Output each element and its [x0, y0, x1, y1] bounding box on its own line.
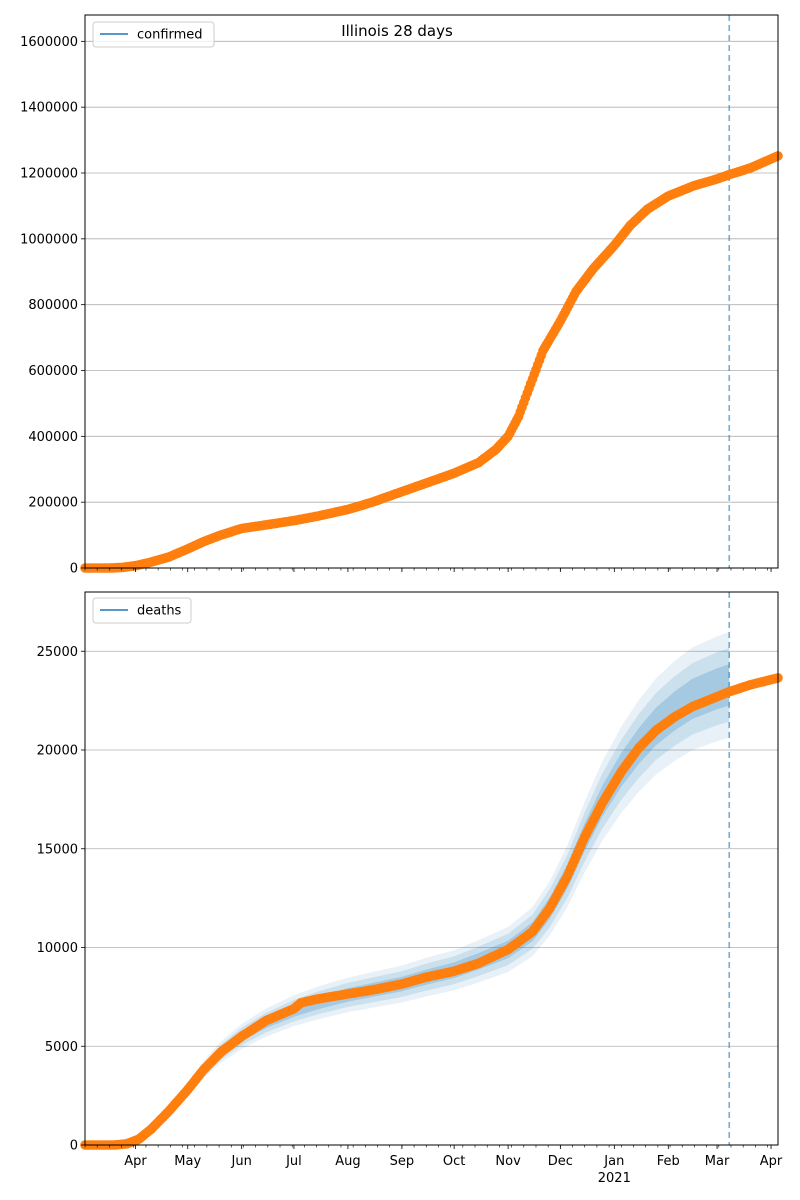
x-year-label: 2021	[598, 1171, 631, 1186]
confirmed-legend-box	[92, 21, 215, 48]
y-tick-label: 600000	[28, 364, 78, 379]
deaths-points	[80, 673, 783, 1150]
x-tick-label: Apr	[124, 1154, 147, 1169]
x-tick-label: Apr	[760, 1154, 783, 1169]
deaths-y-ticks: 0 5000 10000 15000 20000 25000	[37, 645, 85, 1154]
y-tick-label: 15000	[37, 842, 78, 857]
x-tick-label: Jun	[231, 1154, 252, 1169]
deaths-axes-frame	[84, 591, 779, 1146]
x-tick-label: Sep	[390, 1154, 415, 1169]
confirmed-axes-frame	[84, 14, 779, 569]
x-tick-label: Jan	[603, 1154, 624, 1169]
confirmed-legend: confirmed	[92, 21, 215, 48]
y-tick-label: 1600000	[20, 35, 78, 50]
deaths-x-ticks: Apr May Jun Jul Aug Sep Oct Nov Dec Jan 2021 Feb Mar…	[84, 1145, 783, 1186]
y-tick-label: 5000	[45, 1040, 78, 1055]
y-tick-label: 1000000	[20, 232, 78, 247]
chart-title: Illinois 28 days	[341, 22, 453, 40]
confidence-band	[85, 631, 730, 1145]
x-tick-label: Feb	[657, 1154, 680, 1169]
deaths-legend-box	[92, 597, 192, 624]
y-tick-label: 10000	[37, 941, 78, 956]
x-tick-label: Oct	[443, 1154, 465, 1169]
confirmed-panel: 0 200000 400000 600000 800000 1000000 1200000 1…	[20, 14, 783, 577]
y-tick-label: 400000	[28, 430, 78, 445]
y-tick-label: 0	[70, 1139, 78, 1154]
y-tick-label: 20000	[37, 744, 78, 759]
deaths-legend-label: deaths	[137, 604, 182, 619]
x-tick-label: May	[174, 1154, 201, 1169]
deaths-legend: deaths	[92, 597, 192, 624]
y-tick-label: 1400000	[20, 101, 78, 116]
x-tick-label: Mar	[705, 1154, 730, 1169]
y-tick-label: 1200000	[20, 167, 78, 182]
x-tick-label: Jul	[285, 1154, 302, 1169]
confidence-band	[85, 664, 730, 1145]
x-tick-label: Nov	[495, 1154, 521, 1169]
y-tick-label: 25000	[37, 645, 78, 660]
deaths-panel: 0 5000 10000 15000 20000 25000 Apr May Jun Jul Au…	[37, 591, 783, 1186]
y-tick-label: 800000	[28, 298, 78, 313]
x-tick-label: Dec	[548, 1154, 573, 1169]
confirmed-y-ticks: 0 200000 400000 600000 800000 1000000 1200000 1…	[20, 35, 85, 577]
confidence-band	[85, 648, 730, 1145]
confirmed-legend-label: confirmed	[137, 28, 203, 43]
y-tick-label: 200000	[28, 496, 78, 511]
x-tick-label: Aug	[335, 1154, 360, 1169]
y-tick-label: 0	[70, 562, 78, 577]
deaths-bands	[85, 631, 730, 1145]
